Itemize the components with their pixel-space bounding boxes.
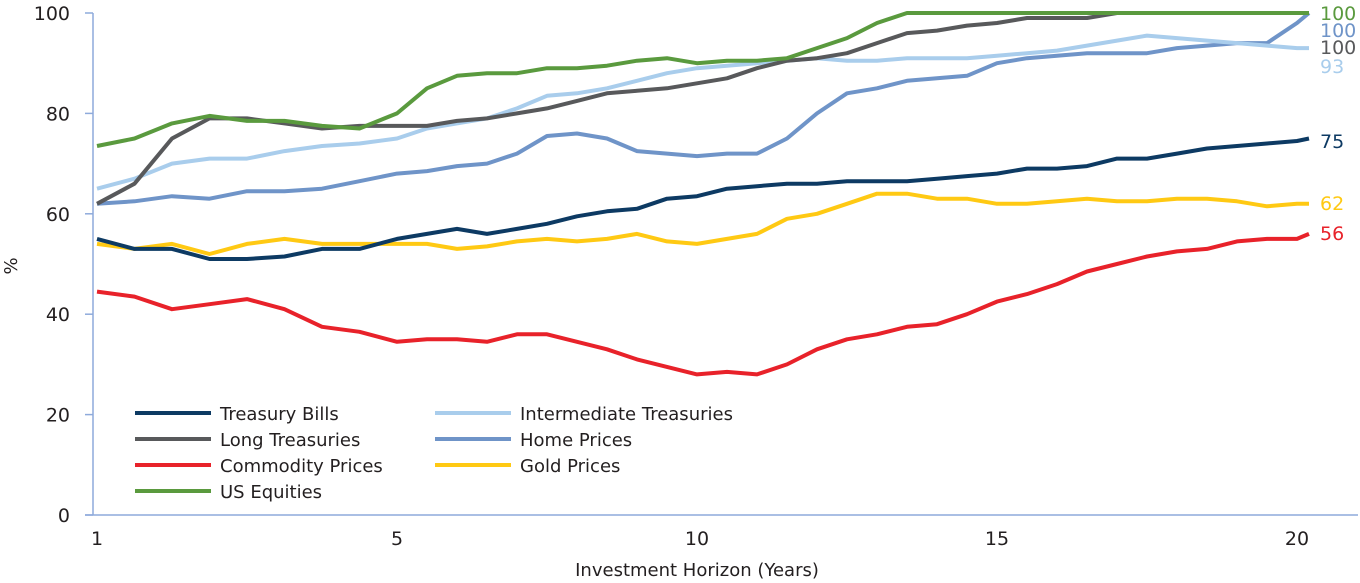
y-tick-label: 40 <box>46 304 70 326</box>
legend-label: Long Treasuries <box>220 430 360 451</box>
legend-label: Commodity Prices <box>220 456 383 477</box>
y-tick-label: 20 <box>46 405 70 427</box>
series-line-commodity-prices <box>96 232 1310 377</box>
end-label-home-prices: 100 <box>1320 20 1356 42</box>
series-line-long-treasuries <box>96 11 1309 206</box>
series-line-gold-prices <box>96 191 1309 256</box>
x-tick-label: 20 <box>1285 528 1309 550</box>
end-label-long-treasuries: 100 <box>1320 37 1356 59</box>
x-tick-label: 15 <box>985 528 1009 550</box>
legend-label: US Equities <box>220 482 322 503</box>
legend-label: Gold Prices <box>520 456 620 477</box>
end-label-intermediate-treasuries: 93 <box>1320 56 1344 78</box>
end-label-us-equities: 100 <box>1320 3 1356 25</box>
series-line-home-prices <box>96 11 1311 206</box>
legend: Treasury Bills Intermediate Treasuries Lon… <box>135 404 733 503</box>
y-tick-label: 80 <box>46 103 70 125</box>
legend-label: Home Prices <box>520 430 632 451</box>
x-tick-label: 1 <box>91 528 103 550</box>
end-label-commodity-prices: 56 <box>1320 223 1344 245</box>
series-line-intermediate-treasuries <box>96 33 1309 191</box>
legend-label: Intermediate Treasuries <box>520 404 733 425</box>
series-lines <box>96 11 1311 377</box>
y-tick-label: 100 <box>34 3 70 25</box>
x-tick-label: 10 <box>685 528 709 550</box>
y-tick-label: 0 <box>58 505 70 527</box>
series-line-us-equities <box>96 11 1309 148</box>
x-tick-label: 5 <box>391 528 403 550</box>
end-label-treasury-bills: 75 <box>1320 131 1344 153</box>
legend-label: Treasury Bills <box>219 404 339 425</box>
x-axis-label: Investment Horizon (Years) <box>575 560 819 581</box>
y-tick-label: 60 <box>46 204 70 226</box>
y-axis-label: % <box>1 257 22 274</box>
series-line-treasury-bills <box>96 136 1310 261</box>
end-label-gold-prices: 62 <box>1320 193 1344 215</box>
